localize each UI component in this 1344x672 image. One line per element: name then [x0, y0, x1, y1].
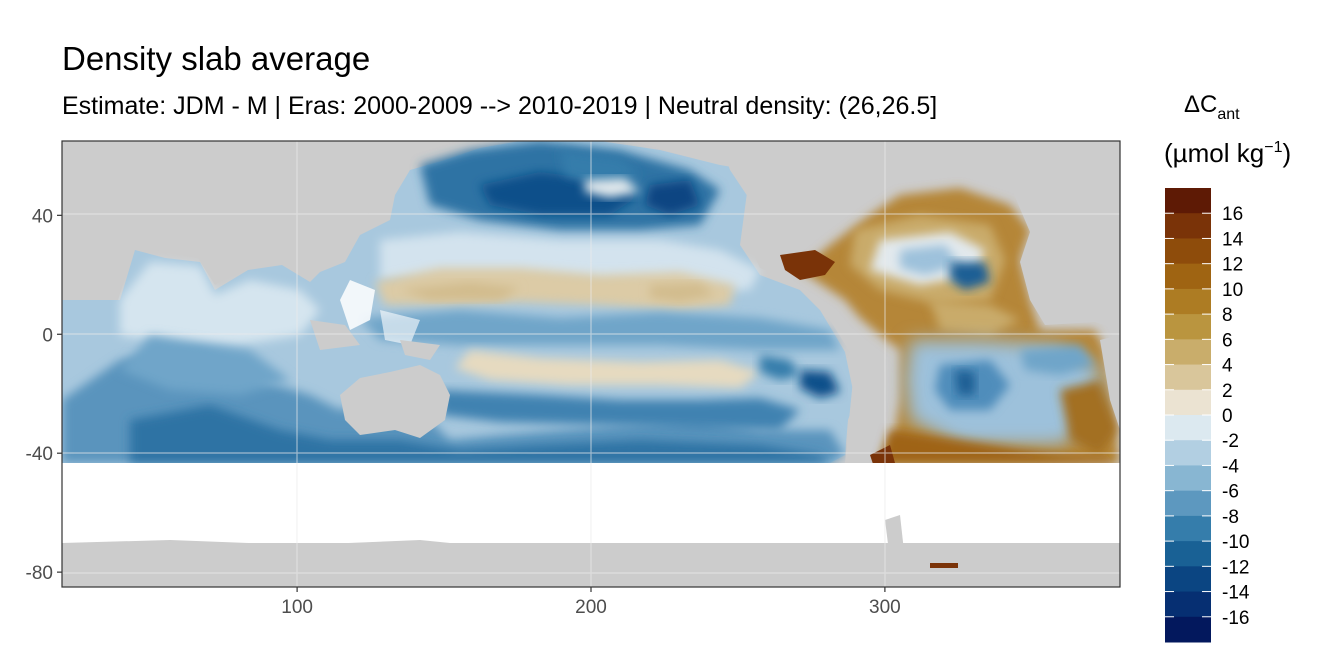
legend-swatch	[1165, 515, 1211, 542]
legend-swatch	[1165, 616, 1211, 643]
legend-label: 8	[1222, 305, 1233, 326]
legend-label: 2	[1222, 381, 1233, 402]
legend-swatch	[1165, 339, 1211, 366]
y-tick-label: 40	[32, 206, 53, 227]
legend-swatch	[1165, 440, 1211, 466]
legend-label: -14	[1222, 583, 1250, 604]
x-tick-label: 300	[869, 597, 901, 618]
legend-swatch	[1165, 188, 1211, 214]
legend-label: -16	[1222, 608, 1249, 629]
legend-swatch	[1165, 566, 1211, 593]
legend-label: 10	[1222, 280, 1243, 301]
y-tick-label: -40	[26, 444, 53, 465]
legend-swatch	[1165, 213, 1211, 239]
asia-land	[62, 141, 405, 300]
legend-swatch	[1165, 415, 1211, 441]
legend-swatch	[1165, 288, 1211, 315]
legend-label: 6	[1222, 330, 1233, 351]
legend-swatch	[1165, 389, 1211, 416]
legend-label: -6	[1222, 482, 1239, 503]
africa-land	[1010, 180, 1120, 330]
x-tick-label: 200	[575, 597, 607, 618]
south-america-land	[800, 290, 900, 463]
legend-swatch	[1165, 591, 1211, 618]
x-tick-label: 100	[281, 597, 313, 618]
australia-land	[340, 365, 450, 438]
legend-swatch	[1165, 465, 1211, 492]
legend-units: (µmol kg−1)	[1164, 138, 1291, 168]
grid	[62, 141, 1120, 587]
y-tick-label: 0	[42, 325, 53, 346]
legend-swatch	[1165, 314, 1211, 340]
legend-swatch	[1165, 263, 1211, 290]
legend-label: 4	[1222, 356, 1233, 377]
y-tick-label: -80	[26, 563, 53, 584]
chart-title: Density slab average	[62, 40, 371, 77]
legend-label: -12	[1222, 557, 1249, 578]
legend-swatch	[1165, 541, 1211, 567]
legend-label: -10	[1222, 532, 1249, 553]
north-america-land	[720, 141, 1120, 275]
legend-swatch	[1165, 238, 1211, 265]
legend-swatch	[1165, 364, 1211, 391]
ocean-indo-pacific	[62, 141, 855, 463]
legend-title: ΔCant	[1184, 91, 1240, 123]
legend-label: -2	[1222, 431, 1239, 452]
ocean-atlantic	[780, 188, 1120, 470]
legend-label: 12	[1222, 255, 1243, 276]
chart-subtitle: Estimate: JDM - M | Eras: 2000-2009 --> …	[62, 92, 938, 120]
legend-swatch	[1165, 490, 1211, 517]
legend-label: 0	[1222, 406, 1233, 427]
legend-label: -8	[1222, 507, 1239, 528]
legend-label: 14	[1222, 229, 1244, 250]
legend: ΔCant (µmol kg−1) 16 14 12 10 8 6 4 2 0 -2 -4 -6 -8 -…	[1164, 91, 1291, 643]
plot-panel	[62, 141, 1120, 587]
legend-label: 16	[1222, 204, 1243, 225]
legend-label: -4	[1222, 456, 1239, 477]
